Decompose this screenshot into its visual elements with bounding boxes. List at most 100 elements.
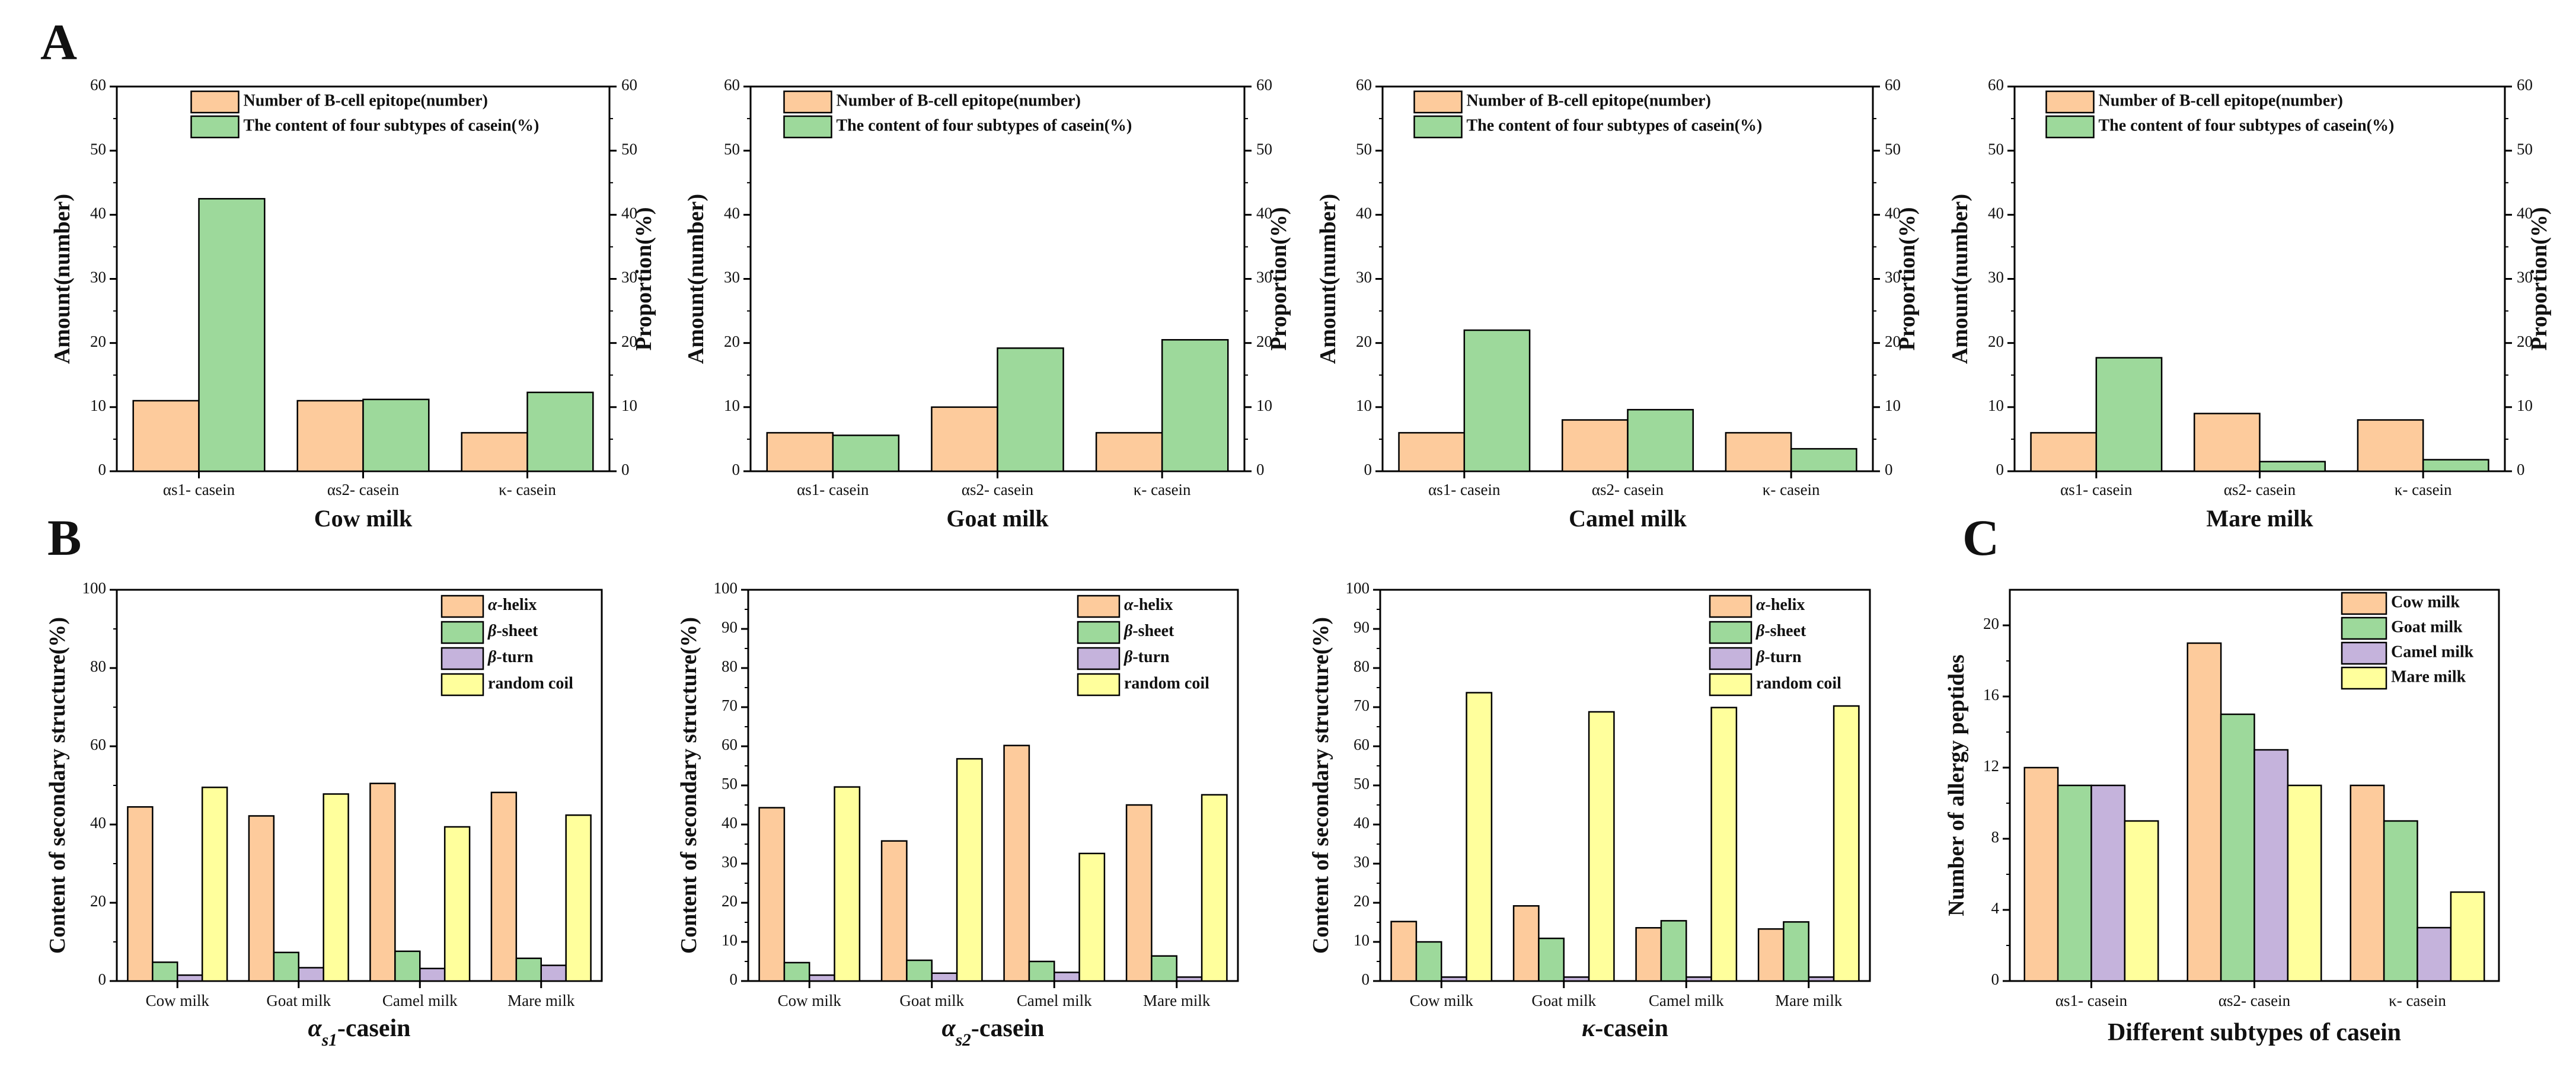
x-tick-label: αs1- casein [797,481,869,499]
y2-tick-label: 60 [621,76,637,94]
bar--sheet [783,961,810,982]
y2-tick-label: 0 [1885,461,1893,478]
y-tick-label: 50 [724,140,740,158]
bar--helix [1757,928,1785,982]
y-tick-label: 0 [98,461,107,478]
bar-number-of-b-cell-epitope-number- [2030,432,2098,472]
y2-tick-label: 20 [2517,333,2533,350]
y-tick-label: 0 [730,970,738,988]
y-tick-label: 60 [724,76,740,94]
y2-tick-label: 10 [1885,397,1901,414]
bar-the-content-of-four-subtypes-of-casein- [1463,329,1531,472]
bar-number-of-b-cell-epitope-number- [132,400,200,472]
bar-number-of-b-cell-epitope-number- [2357,419,2424,472]
y2-tick-label: 10 [2517,397,2533,414]
legend-label: α-helix [1756,596,1805,614]
bar--sheet [1783,921,1809,982]
legend-label: α-helix [488,596,537,614]
legend-label: β-sheet [1755,622,1806,640]
bar-random-coil [443,826,471,982]
chart-0: 0 0 10 10 20 20 30 30 40 40 50 50 60 60 Amount(number)… [50,76,656,532]
bar-number-of-b-cell-epitope-number- [1398,432,1466,472]
panel-label-b: B [47,509,81,566]
y2-tick-label: 40 [1885,205,1901,222]
y-axis-label: Amount(number) [1948,194,1972,364]
bar-the-content-of-four-subtypes-of-casein- [198,198,266,472]
bar-random-coil [201,787,228,982]
bar-random-coil [1710,707,1738,982]
y-tick-label: 30 [722,853,738,871]
y-tick-label: 100 [1346,579,1370,597]
y-tick-label: 30 [1988,269,2004,286]
chart-7: 0 4 8 12 16 20 Number of allergy peptides αs1- … [1944,589,2500,1046]
legend-swatch [2341,592,2387,615]
y-tick-label: 0 [1996,461,2004,478]
bar--helix [127,806,154,982]
y2-tick-label: 10 [621,397,637,414]
bar-number-of-b-cell-epitope-number- [1561,419,1629,472]
legend-label: Camel milk [2391,643,2474,661]
x-tick-label: Mare milk [1143,992,1211,1009]
legend-label: Mare milk [2391,667,2466,686]
bar-random-coil [1588,711,1615,982]
y-tick-label: 100 [82,579,107,597]
bar-random-coil [956,758,983,982]
y-tick-label: 60 [1356,76,1372,94]
x-axis-label: Different subtypes of casein [2108,1019,2401,1046]
y2-tick-label: 0 [1256,461,1265,478]
y2-axis-label: Proportion(%) [2527,207,2552,350]
legend-swatch [2045,90,2095,114]
y-axis-label: Content of secondary structure(%) [1308,617,1333,954]
chart-2: 0 0 10 10 20 20 30 30 40 40 50 50 60 60 Amount(number)… [1316,76,1920,532]
y2-tick-label: 50 [1256,140,1272,158]
legend-swatch [1709,621,1753,644]
y-tick-label: 70 [722,696,738,714]
y-tick-label: 40 [722,814,738,832]
bar--turn [1686,976,1712,982]
legend-swatch [440,595,484,618]
legend: α-helix β-sheet β-turn random coil [440,595,573,696]
x-tick-label: Goat milk [899,992,964,1009]
bar--turn [1176,976,1203,982]
x-tick-label: αs2- casein [1592,481,1664,499]
x-tick-label: αs1- casein [163,481,235,499]
x-axis-label: Goat milk [946,505,1049,532]
y2-tick-label: 40 [1256,205,1272,222]
y-axis-label: Amount(number) [1316,194,1340,364]
x-axis-label: Mare milk [2206,505,2313,532]
legend-swatch [440,621,484,644]
bar-random-coil [323,793,349,982]
legend: Number of B-cell epitope(number) The cont… [1413,90,1762,139]
y-tick-label: 20 [90,892,106,910]
x-tick-label: αs2- casein [2224,481,2296,499]
y2-axis-label: Proportion(%) [631,207,656,350]
legend-label: random coil [1124,674,1209,692]
y2-tick-label: 30 [1885,269,1901,286]
legend-label: β-turn [1755,648,1802,666]
y2-tick-label: 30 [621,269,637,286]
y-tick-label: 40 [1356,205,1372,222]
bar--turn [540,964,567,982]
chart-3: 0 0 10 10 20 20 30 30 40 40 50 50 60 60 Amount(number)… [1948,76,2552,532]
x-tick-label: αs2- casein [962,481,1034,499]
legend-swatch [1709,673,1753,696]
y-axis-label: Amount(number) [50,194,75,364]
x-tick-label: κ- casein [1763,481,1820,499]
y-tick-label: 40 [1988,205,2004,222]
x-tick-label: Goat milk [266,992,331,1009]
bar--sheet [152,961,178,982]
y-tick-label: 20 [722,892,738,910]
y2-tick-label: 40 [621,205,637,222]
bar-mare-milk [2287,784,2322,982]
y2-tick-label: 30 [1256,269,1272,286]
y-tick-label: 20 [724,333,740,350]
x-tick-label: Cow milk [1410,992,1474,1009]
bar--turn [419,967,446,982]
bar--turn [1054,972,1080,982]
bar-number-of-b-cell-epitope-number- [1095,432,1163,472]
bar-random-coil [1078,852,1106,982]
legend: Number of B-cell epitope(number) The cont… [190,90,539,139]
y-tick-label: 70 [1354,696,1370,714]
legend-swatch [1413,115,1463,139]
legend-swatch [190,115,240,139]
